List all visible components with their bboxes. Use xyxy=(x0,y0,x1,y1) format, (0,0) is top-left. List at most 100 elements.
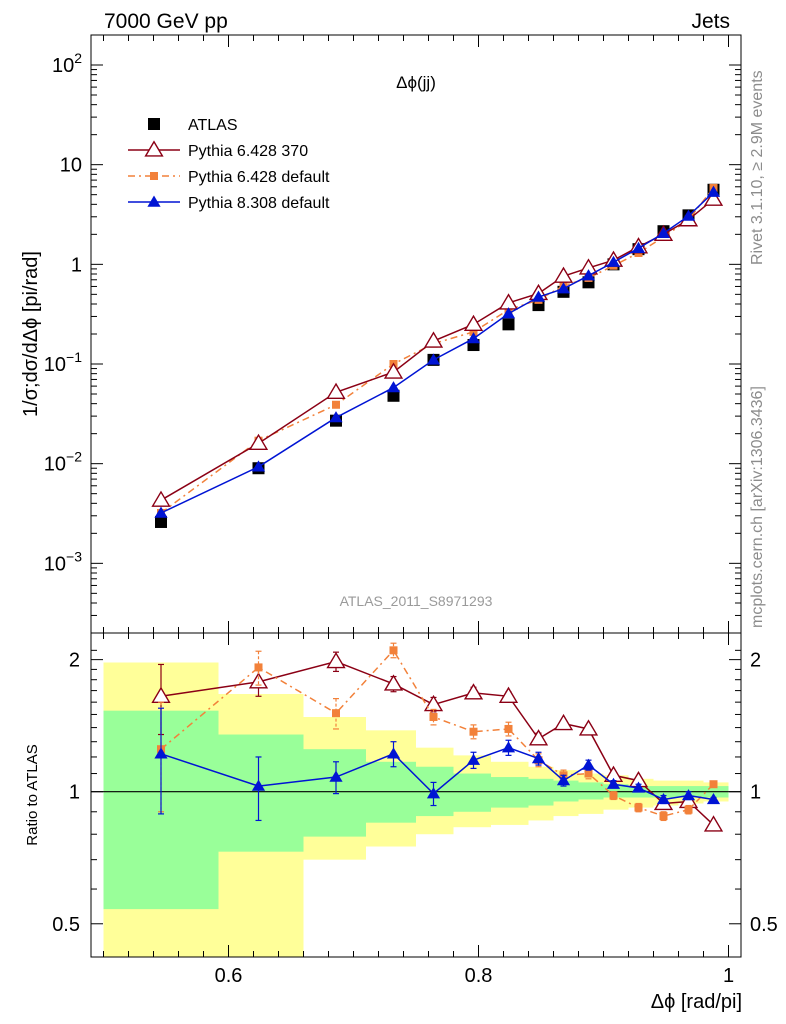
main-data-point xyxy=(556,282,571,294)
ratio-data-point xyxy=(706,793,721,805)
ratio-data-point xyxy=(681,789,696,801)
main-data-point xyxy=(606,255,621,267)
ratio-data-point xyxy=(709,780,718,789)
main-data-point xyxy=(656,226,671,238)
main-series-line xyxy=(160,198,714,501)
ratio-data-point xyxy=(326,651,346,669)
legend-marker xyxy=(150,172,158,180)
x-tick-label: 1 xyxy=(723,965,734,987)
main-y-axis-label: 1/σ;dσ/dΔϕ [pi/rad] xyxy=(20,251,42,417)
main-data-point xyxy=(631,241,646,253)
main-y-tick-label: 10−2 xyxy=(44,449,82,476)
ratio-data-point xyxy=(154,747,168,759)
ratio-y-tick-label-right: 0.5 xyxy=(750,914,778,936)
ratio-data-point xyxy=(578,719,599,736)
ratio-y-tick-label-right: 1 xyxy=(750,782,761,804)
ratio-data-point xyxy=(634,803,643,812)
main-data-point xyxy=(332,400,340,409)
main-series-pythia-6-428-370 xyxy=(151,189,724,507)
main-data-point xyxy=(463,314,484,332)
main-y-tick-label: 10−3 xyxy=(44,548,82,575)
main-data-point xyxy=(383,362,404,379)
ratio-data-point xyxy=(703,815,724,832)
ratio-data-point xyxy=(469,727,478,736)
legend-marker xyxy=(147,195,161,207)
ratio-data-point xyxy=(631,781,646,793)
ratio-data-point xyxy=(254,663,263,672)
main-chart-title: Δϕ(jj) xyxy=(396,73,436,92)
main-data-point xyxy=(251,460,266,472)
legend-label: Pythia 6.428 370 xyxy=(188,143,308,160)
legend-item: Pythia 8.308 default xyxy=(128,195,330,212)
ratio-series-pythia-8-308-default xyxy=(154,707,721,822)
x-tick-label: 0.6 xyxy=(215,965,243,987)
ratio-data-point xyxy=(429,713,438,722)
header-left-label: 7000 GeV pp xyxy=(104,10,228,33)
ratio-inner-band xyxy=(303,749,366,837)
ratio-data-point xyxy=(553,713,574,731)
ratio-y-tick-label: 1 xyxy=(69,782,80,804)
ratio-data-point xyxy=(656,793,671,805)
ratio-data-point xyxy=(251,779,266,791)
main-data-point xyxy=(151,490,171,507)
legend-label: Pythia 8.308 default xyxy=(188,195,330,212)
main-y-tick-label: 1 xyxy=(71,254,82,276)
main-data-point xyxy=(387,389,400,402)
main-data-point xyxy=(531,290,546,302)
ratio-inner-band xyxy=(491,777,529,808)
main-data-point xyxy=(502,318,515,331)
main-data-point xyxy=(329,411,343,423)
legend-marker xyxy=(144,140,164,157)
ratio-data-point xyxy=(584,769,593,778)
main-data-point xyxy=(466,332,481,344)
main-data-point xyxy=(155,515,167,528)
rivet-label: Rivet 3.1.10, ≥ 2.9M events xyxy=(749,70,766,265)
main-series-pythia-6-428-default xyxy=(157,183,718,517)
ratio-data-point xyxy=(501,741,516,753)
ratio-data-point xyxy=(386,747,401,759)
ratio-y-tick-label: 2 xyxy=(69,650,80,672)
x-axis-label: Δϕ [rad/pi] xyxy=(651,991,742,1013)
legend-label: Pythia 6.428 default xyxy=(188,169,330,186)
main-data-point xyxy=(154,506,168,518)
main-data-point xyxy=(423,331,444,348)
legend-label: ATLAS xyxy=(188,117,238,134)
legend-item: ATLAS xyxy=(148,117,238,134)
main-data-point xyxy=(469,327,478,336)
main-data-point xyxy=(703,189,724,206)
ratio-inner-band xyxy=(553,780,579,802)
ratio-data-point xyxy=(684,805,693,814)
main-series xyxy=(151,183,724,528)
header-right-label: Jets xyxy=(691,10,730,33)
ratio-data-point xyxy=(248,672,269,689)
legend-item: Pythia 6.428 370 xyxy=(128,140,308,160)
main-data-point xyxy=(581,269,596,281)
ratio-data-point xyxy=(463,683,484,700)
ratio-data-point xyxy=(426,787,441,799)
analysis-watermark: ATLAS_2011_S8971293 xyxy=(340,593,493,609)
ratio-data-point xyxy=(556,774,571,786)
legend-marker xyxy=(148,118,160,130)
ratio-inner-band xyxy=(578,782,604,800)
ratio-data-point xyxy=(498,686,519,703)
main-data-point xyxy=(426,353,441,365)
main-data-point xyxy=(706,185,721,197)
main-data-point xyxy=(501,307,516,319)
ratio-inner-band xyxy=(453,773,491,812)
ratio-frame xyxy=(90,632,742,958)
ratio-data-point xyxy=(531,752,546,764)
ratio-series xyxy=(151,642,724,832)
ratio-data-point xyxy=(389,646,398,655)
ratio-data-point xyxy=(466,753,481,765)
ratio-data-point xyxy=(332,709,340,718)
x-tick-label: 0.8 xyxy=(465,965,493,987)
main-data-point xyxy=(386,381,401,393)
main-data-point xyxy=(248,433,269,451)
main-data-point xyxy=(553,266,574,283)
ratio-data-point xyxy=(383,674,404,691)
ratio-data-point xyxy=(329,770,343,782)
ratio-data-point xyxy=(581,758,596,770)
main-panel: 10−3 10−2 10−1 1 10 102 Δϕ(jj) ATLAS_2011_S89… xyxy=(20,34,742,634)
main-y-tick-label: 102 xyxy=(52,50,82,77)
